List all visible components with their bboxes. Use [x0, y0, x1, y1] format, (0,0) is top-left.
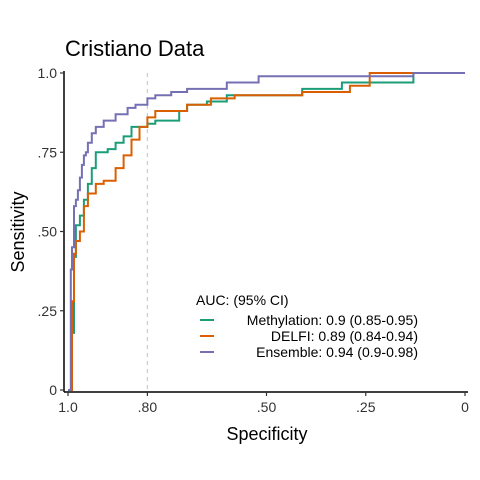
- y-tick-label-1: .25: [38, 303, 58, 319]
- x-tick-label-1: .80: [138, 399, 158, 415]
- x-tick-label-2: .50: [257, 399, 277, 415]
- y-tick-label-3: .75: [38, 144, 58, 160]
- legend-label-1: DELFI: 0.89 (0.84-0.94): [271, 328, 418, 344]
- legend: AUC: (95% CI) Methylation: 0.9 (0.85-0.9…: [196, 292, 418, 360]
- x-axis-title: Specificity: [226, 424, 307, 444]
- legend-label-0: Methylation: 0.9 (0.85-0.95): [247, 312, 418, 328]
- legend-label-2: Ensemble: 0.94 (0.9-0.98): [256, 344, 418, 360]
- y-axis-title: Sensitivity: [8, 191, 28, 272]
- y-tick-label-4: 1.0: [38, 65, 58, 81]
- y-tick-label-0: 0: [49, 382, 57, 398]
- x-tick-label-0: 1.0: [58, 399, 78, 415]
- y-tick-label-2: .50: [38, 224, 58, 240]
- chart-title: Cristiano Data: [65, 36, 205, 61]
- x-tick-label-4: 0: [461, 399, 469, 415]
- legend-title: AUC: (95% CI): [196, 292, 289, 308]
- x-tick-label-3: .25: [356, 399, 376, 415]
- axes: 0 .25 .50 .75 1.0 1.0 .80 .50 .25 0: [38, 65, 470, 415]
